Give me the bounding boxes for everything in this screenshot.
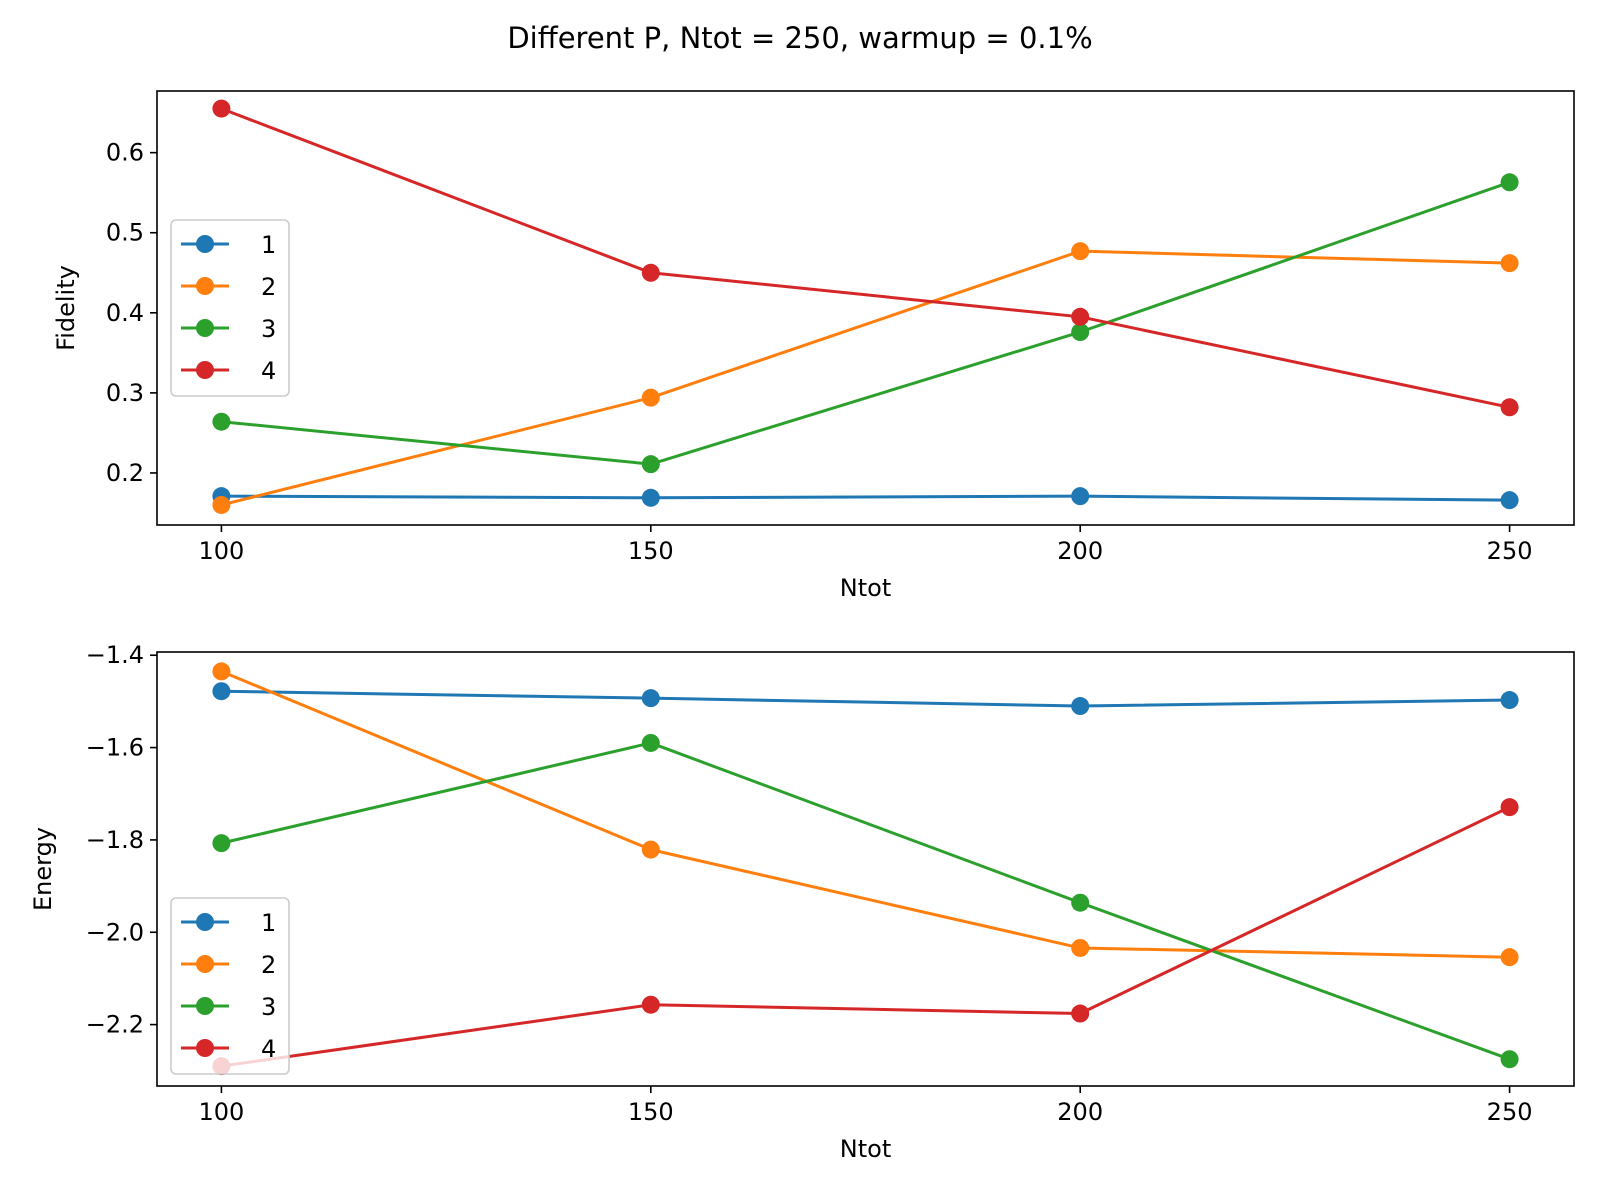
- data-point: [641, 689, 660, 708]
- data-point: [641, 455, 660, 474]
- series-line: [221, 180, 1511, 466]
- legend-frame: [170, 219, 290, 397]
- x-tick-label: 150: [628, 537, 674, 565]
- legend-marker: [196, 913, 214, 931]
- data-point: [1071, 242, 1090, 261]
- x-tick-label: 150: [628, 1098, 674, 1126]
- data-point: [641, 263, 660, 282]
- y-axis-label: Energy: [29, 827, 57, 911]
- data-point: [212, 834, 231, 853]
- data-point: [1071, 697, 1090, 716]
- x-axis-label: Ntot: [840, 1135, 891, 1163]
- data-point: [212, 682, 231, 701]
- legend-marker: [196, 277, 214, 295]
- x-tick-label: 250: [1487, 1098, 1533, 1126]
- series-3: [212, 173, 1519, 474]
- x-tick-label: 200: [1057, 1098, 1103, 1126]
- legend-marker: [196, 235, 214, 253]
- data-point: [1500, 691, 1519, 710]
- series-4: [212, 99, 1519, 417]
- data-point: [212, 412, 231, 431]
- legend-item: 3: [181, 993, 276, 1021]
- legend-marker: [196, 1039, 214, 1057]
- legend-item: 4: [181, 357, 276, 385]
- data-point: [641, 840, 660, 859]
- legend-marker: [196, 955, 214, 973]
- data-point: [1071, 1004, 1090, 1023]
- legend: 1 2 3 4: [170, 219, 290, 397]
- series-1: [212, 682, 1519, 716]
- data-point: [1500, 254, 1519, 273]
- data-point: [641, 995, 660, 1014]
- series-3: [212, 733, 1519, 1069]
- y-tick-label: 0.6: [106, 139, 144, 167]
- plot-area: [156, 90, 1575, 526]
- data-point: [1500, 948, 1519, 967]
- x-tick-label: 100: [199, 537, 245, 565]
- data-point: [1071, 893, 1090, 912]
- legend: 1 2 3 4: [170, 897, 290, 1075]
- y-tick-label: 0.3: [106, 379, 144, 407]
- series-line: [221, 805, 1511, 1068]
- legend-marker: [196, 319, 214, 337]
- data-point: [1500, 798, 1519, 817]
- series-line: [221, 494, 1510, 502]
- data-point: [212, 99, 231, 118]
- series-2: [212, 662, 1519, 967]
- data-point: [1500, 491, 1519, 510]
- data-point: [641, 388, 660, 407]
- x-tick-label: 100: [199, 1098, 245, 1126]
- fidelity-subplot: 100 150 200 250 0.2 0.3 0.4 0.5 0.6 Ntot Fidelity 1…: [52, 90, 1575, 602]
- y-tick-label: 0.2: [106, 459, 144, 487]
- data-point: [641, 488, 660, 507]
- y-tick-label: −2.0: [86, 918, 144, 946]
- legend-item: 3: [181, 315, 276, 343]
- legend-item: 1: [181, 909, 276, 937]
- legend-label: 4: [261, 357, 276, 385]
- legend-label: 2: [261, 273, 276, 301]
- y-tick-label: 0.5: [106, 219, 144, 247]
- legend-label: 3: [261, 315, 276, 343]
- data-point: [1071, 307, 1090, 326]
- legend-marker: [196, 997, 214, 1015]
- legend-item: 2: [181, 273, 276, 301]
- y-tick-label: −2.2: [86, 1011, 144, 1039]
- legend-label: 1: [261, 231, 276, 259]
- data-point: [212, 495, 231, 514]
- legend-marker: [196, 361, 214, 379]
- data-point: [1500, 1050, 1519, 1069]
- legend-label: 1: [261, 909, 276, 937]
- series-line: [221, 689, 1510, 708]
- x-tick-label: 250: [1487, 537, 1533, 565]
- legend-label: 3: [261, 993, 276, 1021]
- series-line: [220, 670, 1510, 959]
- figure-title: Different P, Ntot = 250, warmup = 0.1%: [507, 21, 1092, 55]
- legend-item: 2: [181, 951, 276, 979]
- data-point: [212, 662, 231, 681]
- y-tick-label: 0.4: [106, 299, 144, 327]
- legend-frame: [170, 897, 290, 1075]
- legend-label: 2: [261, 951, 276, 979]
- x-tick-label: 200: [1057, 537, 1103, 565]
- y-tick-label: −1.6: [86, 734, 144, 762]
- plot-area: [156, 651, 1575, 1087]
- data-point: [1071, 938, 1090, 957]
- data-point: [1071, 323, 1090, 342]
- legend-label: 4: [261, 1035, 276, 1063]
- x-axis-label: Ntot: [840, 574, 891, 602]
- y-tick-label: −1.8: [86, 826, 144, 854]
- legend-item: 4: [181, 1035, 276, 1063]
- series-line: [220, 107, 1510, 409]
- data-point: [641, 733, 660, 752]
- series-line: [221, 741, 1511, 1061]
- y-axis-label: Fidelity: [52, 265, 80, 351]
- data-point: [1500, 173, 1519, 192]
- legend-item: 1: [181, 231, 276, 259]
- energy-subplot: 100 150 200 250 −2.2 −2.0 −1.8 −1.6 −1.4 Ntot Ener…: [29, 641, 1575, 1163]
- y-tick-label: −1.4: [86, 641, 144, 669]
- data-point: [1500, 398, 1519, 417]
- data-point: [1071, 487, 1090, 506]
